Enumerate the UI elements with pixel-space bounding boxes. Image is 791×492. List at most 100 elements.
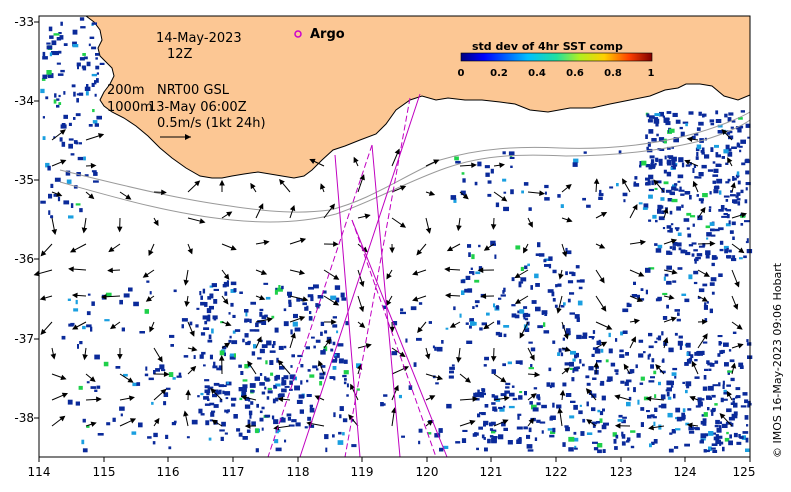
sst-pixel — [47, 165, 51, 171]
sst-pixel — [648, 188, 654, 192]
sst-pixel — [622, 330, 628, 334]
sst-pixel — [598, 196, 603, 200]
sst-pixel — [669, 210, 673, 215]
current-arrow-head — [90, 421, 97, 427]
sst-pixel — [712, 407, 716, 412]
current-arrow-head — [668, 294, 675, 300]
current-arrow-head — [386, 273, 392, 280]
sst-pixel — [172, 377, 176, 380]
sst-pixel — [593, 447, 599, 451]
sst-pixel — [660, 197, 665, 201]
sst-pixel — [264, 414, 271, 418]
sst-pixel — [569, 367, 573, 370]
sst-pixel — [733, 199, 738, 204]
sst-pixel — [58, 102, 62, 105]
current-arrow-head — [145, 296, 152, 302]
sst-pixel — [76, 98, 79, 103]
sst-pixel — [61, 141, 66, 147]
sst-pixel — [680, 417, 685, 421]
sst-pixel — [75, 401, 80, 406]
current-arrow-head — [88, 193, 95, 200]
sst-pixel — [711, 291, 715, 295]
sst-pixel — [582, 197, 586, 201]
sst-pixel — [94, 123, 99, 127]
sst-pixel — [236, 428, 241, 432]
sst-pixel — [662, 358, 665, 363]
sst-pixel — [501, 421, 506, 427]
current-arrow-head — [33, 270, 40, 277]
current-arrow-head — [726, 390, 732, 398]
sst-pixel — [49, 52, 53, 57]
sst-pixel — [672, 242, 678, 246]
current-arrow-head — [299, 237, 307, 244]
sst-pixel — [53, 52, 59, 56]
sst-pixel — [209, 419, 213, 422]
sst-pixel — [708, 446, 712, 451]
sst-pixel — [517, 438, 522, 443]
sst-pixel — [489, 428, 494, 431]
sst-pixel — [720, 205, 725, 210]
sst-pixel — [550, 382, 555, 388]
sst-pixel — [469, 318, 474, 322]
sst-pixel — [719, 421, 722, 424]
sst-pixel — [275, 447, 282, 452]
sst-pixel — [278, 345, 284, 350]
sst-pixel — [289, 380, 293, 385]
current-arrow-head — [399, 185, 407, 191]
current-arrow-head — [218, 354, 225, 361]
sst-pixel — [332, 341, 336, 346]
sst-pixel — [672, 280, 677, 283]
sst-pixel — [591, 421, 598, 425]
sst-pixel — [544, 191, 547, 195]
sst-pixel — [702, 243, 706, 247]
sst-pixel — [723, 392, 730, 395]
sst-pixel — [61, 123, 66, 128]
sst-pixel — [560, 352, 564, 357]
sst-pixel — [651, 441, 655, 445]
sst-pixel — [670, 223, 674, 226]
sst-pixel — [688, 274, 693, 280]
current-arrow-head — [240, 394, 247, 401]
current-arrow-head — [211, 419, 218, 425]
sst-pixel — [662, 227, 666, 230]
sst-pixel — [615, 434, 619, 439]
sst-pixel — [719, 248, 724, 252]
sst-pixel — [676, 242, 682, 247]
sst-pixel — [264, 386, 267, 390]
current-arrow-head — [436, 374, 444, 381]
sst-pixel — [203, 327, 210, 330]
sst-pixel — [492, 436, 498, 439]
sst-pixel — [576, 366, 580, 369]
sst-pixel — [345, 321, 349, 326]
sst-pixel — [498, 297, 502, 300]
sst-pixel — [698, 245, 705, 248]
sst-pixel — [278, 393, 285, 397]
sst-pixel — [524, 391, 527, 396]
sst-pixel — [453, 306, 456, 311]
sst-pixel — [744, 159, 750, 164]
sst-pixel — [308, 286, 314, 290]
sst-pixel — [257, 320, 263, 324]
sst-pixel — [520, 277, 527, 282]
sst-pixel — [688, 426, 694, 431]
sst-pixel — [698, 111, 702, 116]
sst-pixel — [677, 174, 684, 179]
sst-pixel — [678, 157, 684, 163]
y-tick-label: -37 — [14, 332, 34, 346]
sst-pixel — [672, 246, 676, 251]
sst-pixel — [473, 321, 477, 326]
sst-pixel — [342, 374, 347, 378]
sst-pixel — [484, 447, 488, 452]
sst-pixel — [48, 26, 53, 32]
current-arrow-head — [702, 333, 708, 340]
sst-pixel — [715, 419, 720, 425]
sst-pixel — [90, 386, 97, 389]
sst-pixel — [669, 246, 672, 249]
sst-pixel — [579, 359, 582, 364]
sst-pixel — [623, 199, 626, 203]
sst-pixel — [251, 421, 256, 427]
sst-pixel — [666, 111, 672, 114]
sst-pixel — [736, 171, 740, 176]
sst-pixel — [163, 392, 169, 397]
sst-pixel — [469, 271, 473, 274]
